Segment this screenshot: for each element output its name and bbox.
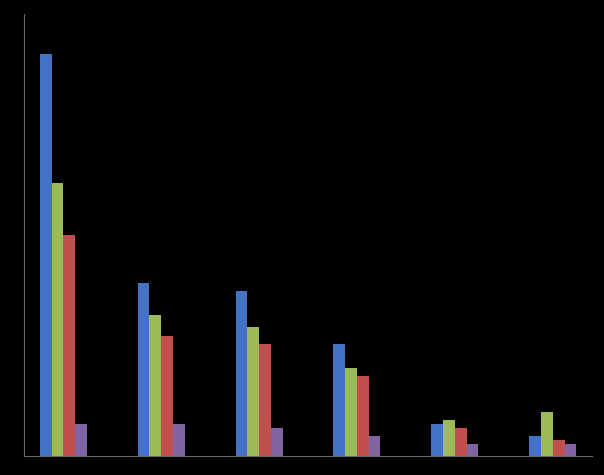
- Bar: [345, 368, 357, 456]
- Bar: [161, 335, 173, 456]
- Bar: [467, 444, 478, 456]
- Bar: [431, 424, 443, 456]
- Bar: [541, 412, 553, 456]
- Bar: [271, 428, 283, 456]
- Bar: [51, 183, 63, 456]
- Bar: [75, 424, 87, 456]
- Bar: [357, 376, 368, 456]
- Bar: [553, 440, 565, 456]
- Bar: [173, 424, 185, 456]
- Bar: [529, 436, 541, 456]
- Bar: [368, 436, 381, 456]
- Bar: [333, 343, 345, 456]
- Bar: [565, 444, 576, 456]
- Bar: [63, 235, 75, 456]
- Bar: [138, 283, 149, 456]
- Bar: [40, 55, 51, 456]
- Bar: [149, 315, 161, 456]
- Bar: [236, 291, 248, 456]
- Bar: [455, 428, 467, 456]
- Bar: [248, 327, 259, 456]
- Bar: [259, 343, 271, 456]
- Bar: [443, 420, 455, 456]
